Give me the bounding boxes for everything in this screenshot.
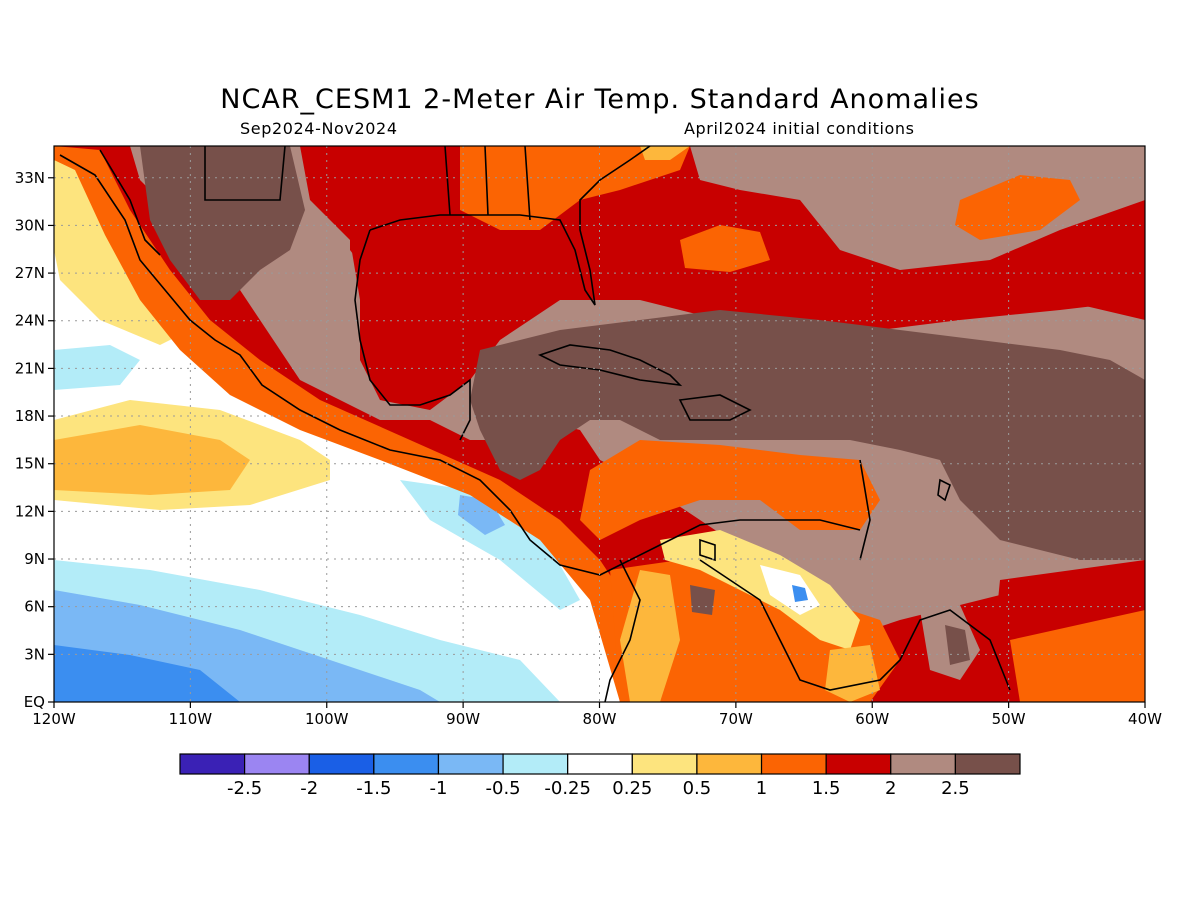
lat-tick-label: 3N: [24, 645, 45, 663]
colorbar-swatch: [760, 753, 827, 775]
colorbar-label: 1: [756, 778, 767, 799]
initial-conditions: April2024 initial conditions: [684, 119, 915, 138]
mexico-brown: [140, 146, 305, 300]
colorbar-label: -1.5: [356, 778, 391, 799]
guiana-brown: [945, 625, 970, 665]
pacific-blue: [54, 645, 240, 702]
colorbar-swatch: [373, 753, 440, 775]
colorbar-swatch: [244, 753, 310, 775]
lat-tick-label: 12N: [15, 502, 45, 520]
colorbar-label: -2.5: [227, 778, 262, 799]
se-us-light: [640, 146, 690, 160]
coastal-orange: [54, 146, 650, 702]
colorbar-label: -0.5: [486, 778, 521, 799]
atlantic-orange-1: [955, 175, 1080, 240]
colorbar-swatch: [502, 753, 569, 775]
lat-tick-label: 6N: [24, 598, 45, 616]
pacific-blue-blob: [400, 480, 580, 610]
colorbar: -2.5 -2 -1.5 -1 -0.5 -0.25 0.25 0.5 1 1.5 2 2.5: [179, 753, 1021, 799]
lon-tick-label: 80W: [583, 710, 617, 728]
pacific-neutral-region: [54, 146, 620, 702]
caribbean-brown: [470, 310, 1145, 560]
coastlines: [59, 146, 1011, 702]
colorbar-label: -1: [429, 778, 447, 799]
lat-tick-label: 27N: [15, 264, 45, 282]
se-us-orange: [460, 146, 690, 230]
lon-tick-label: 120W: [32, 710, 76, 728]
colorbar-label: 0.5: [683, 778, 712, 799]
colorbar-swatch: [437, 753, 504, 775]
colombia-mauve: [690, 585, 715, 615]
colorbar-swatch: [825, 753, 892, 775]
colorbar-label: 0.25: [612, 778, 652, 799]
colorbar-label: -2: [300, 778, 318, 799]
south-america-orange: [580, 440, 880, 540]
lon-tick-label: 40W: [1128, 710, 1162, 728]
colorbar-swatch: [631, 753, 698, 775]
lat-tick-label: 21N: [15, 359, 45, 377]
colorbar-swatch: [696, 753, 763, 775]
colorbar-swatch: [567, 753, 633, 775]
lat-tick-label: 9N: [24, 550, 45, 568]
pacific-blue-core: [458, 495, 505, 535]
colorbar-swatch: [890, 753, 956, 775]
anomaly-fields: [54, 146, 1145, 702]
lon-tick-label: 110W: [169, 710, 213, 728]
venezuela-white: [760, 565, 820, 615]
colorbar-label: 2.5: [941, 778, 970, 799]
atlantic-orange-2: [680, 225, 770, 272]
pacific-northwest-light: [54, 345, 140, 390]
map-title: NCAR_CESM1 2-Meter Air Temp. Standard An…: [220, 84, 980, 115]
colorbar-label: 2: [885, 778, 896, 799]
south-america-orange-2: [610, 560, 900, 702]
lat-tick-label: 15N: [15, 455, 45, 473]
lon-tick-label: 50W: [992, 710, 1026, 728]
colorbar-label: -0.25: [544, 778, 591, 799]
lat-tick-label: 30N: [15, 216, 45, 234]
atlantic-south-orange: [1010, 610, 1145, 702]
lon-tick-label: 70W: [719, 710, 753, 728]
venezuela-yellow: [660, 530, 860, 650]
forecast-period: Sep2024-Nov2024: [240, 119, 398, 138]
lat-tick-label: 18N: [15, 407, 45, 425]
lon-tick-label: 90W: [446, 710, 480, 728]
lat-tick-label: EQ: [24, 693, 45, 711]
venezuela-blue: [792, 585, 808, 602]
colorbar-swatch: [308, 753, 375, 775]
lat-tick-label: 24N: [15, 312, 45, 330]
lon-tick-label: 60W: [855, 710, 889, 728]
pacific-orange-band: [54, 425, 250, 495]
lat-tick-label: 33N: [15, 169, 45, 187]
lon-tick-label: 100W: [305, 710, 349, 728]
colorbar-swatch: [954, 753, 1021, 775]
graticule: [54, 146, 1145, 702]
colorbar-label: 1.5: [812, 778, 841, 799]
colombia-yellow: [620, 570, 680, 702]
colorbar-swatch: [179, 753, 246, 775]
